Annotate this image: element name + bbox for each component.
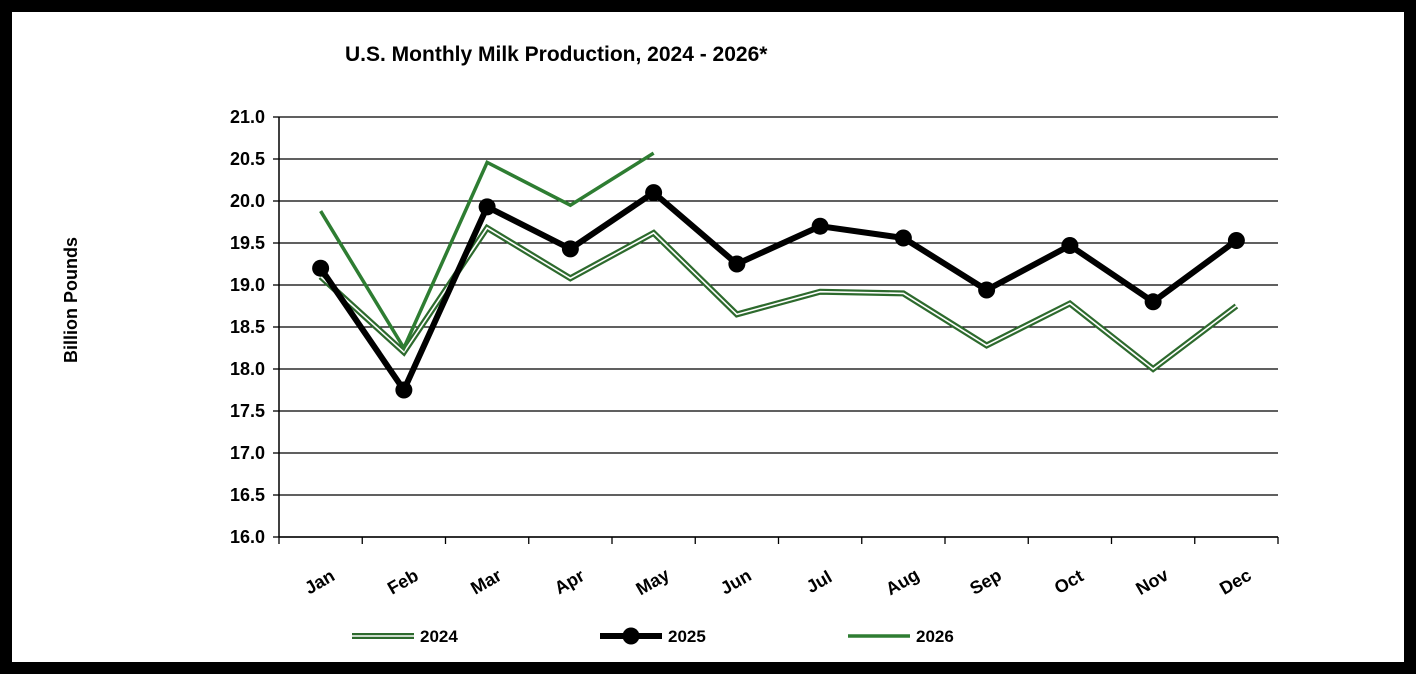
series-line-2025: [318, 189, 1239, 393]
y-tick-label: 19.0: [230, 275, 265, 295]
data-point-2025: [894, 229, 912, 247]
y-tick-label: 21.0: [230, 107, 265, 127]
legend-label-2025: 2025: [668, 627, 706, 646]
legend-label-2026: 2026: [916, 627, 954, 646]
x-tick-label: Oct: [1051, 566, 1087, 598]
y-tick-label: 18.0: [230, 359, 265, 379]
data-point-2025: [978, 281, 996, 299]
data-point-2025: [1144, 293, 1162, 311]
x-tick-label: Sep: [966, 565, 1005, 599]
gridlines: [279, 116, 1278, 538]
series-line-2024: [318, 223, 1239, 373]
x-tick-label: Jul: [803, 567, 836, 597]
data-point-2025: [312, 259, 330, 277]
x-tick-label: Dec: [1216, 565, 1255, 599]
data-point-2025: [478, 198, 496, 216]
x-tick-label: Aug: [882, 564, 922, 599]
legend: 2024 2025 2026: [352, 627, 954, 646]
series-line-inner-2024: [320, 226, 1237, 371]
y-tick-label: 17.5: [230, 401, 265, 421]
x-tick-label: Jan: [301, 565, 338, 598]
y-tick-label: 16.5: [230, 485, 265, 505]
y-tick-label: 19.5: [230, 233, 265, 253]
data-point-2025: [395, 381, 413, 399]
data-point-2025: [811, 217, 829, 235]
x-tick-label: May: [632, 564, 672, 599]
y-tick-label: 17.0: [230, 443, 265, 463]
x-tick-label: Apr: [551, 565, 588, 598]
x-tick-label: Jun: [717, 565, 755, 598]
y-tick-label: 20.0: [230, 191, 265, 211]
y-tick-label: 20.5: [230, 149, 265, 169]
y-tick-label: 18.5: [230, 317, 265, 337]
axes: [273, 116, 1279, 544]
x-tick-label: Feb: [384, 565, 422, 598]
data-point-2025: [645, 184, 663, 202]
data-point-2025: [1227, 231, 1245, 249]
legend-label-2024: 2024: [420, 627, 458, 646]
series-line-2026: [319, 151, 655, 352]
y-tick-label: 16.0: [230, 527, 265, 547]
legend-marker-2025: [622, 627, 640, 645]
data-point-2025: [561, 240, 579, 258]
series-lines: [312, 151, 1245, 399]
x-tick-labels: Jan Feb Mar Apr May Jun Jul Aug Sep Oct Nov Dec: [301, 564, 1254, 599]
chart-title: U.S. Monthly Milk Production, 2024 - 202…: [345, 43, 768, 66]
data-point-2025: [1061, 237, 1079, 255]
y-axis-label: Billion Pounds: [61, 237, 81, 363]
data-point-2025: [728, 255, 746, 273]
x-tick-label: Mar: [467, 565, 505, 598]
y-tick-labels: 16.0 16.5 17.0 17.5 18.0 18.5 19.0 19.5 20.0 20.5…: [230, 107, 265, 547]
x-tick-label: Nov: [1132, 565, 1171, 599]
